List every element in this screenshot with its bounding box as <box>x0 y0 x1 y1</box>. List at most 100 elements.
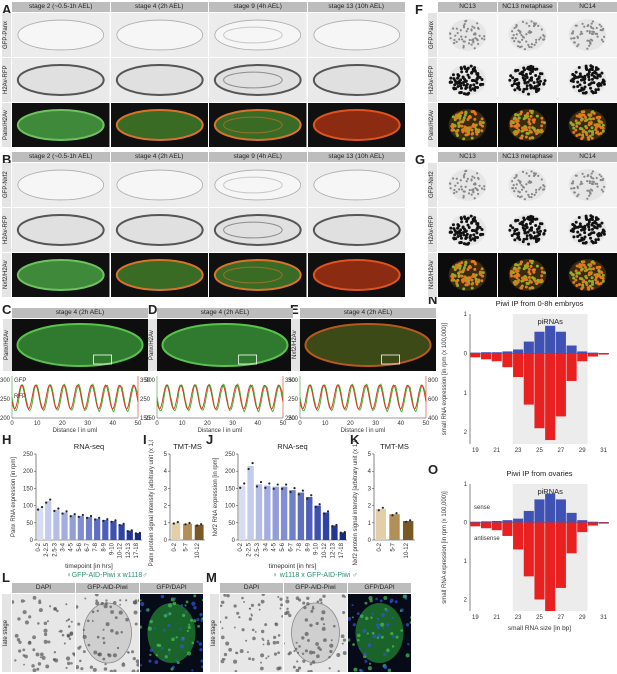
sense-bar <box>545 325 556 354</box>
replicate-point <box>65 510 68 513</box>
antisense-bar <box>534 353 545 429</box>
left-tick-label: 200 <box>0 416 11 422</box>
panel-b-row-label: Nxf2/H2Av <box>2 253 11 297</box>
x-tick-label: 20 <box>204 421 211 427</box>
y-tick-label: 0 <box>464 351 468 357</box>
x-tick-label: 40 <box>397 421 404 427</box>
chart-title: Piwi IP from 0-8h embryos <box>496 299 584 308</box>
panel-b-image <box>110 208 208 252</box>
panel-b-col-header: stage 4 (2h AEL) <box>110 152 208 162</box>
replicate-point <box>61 512 64 515</box>
x-tick-label: 21 <box>493 448 500 454</box>
antisense-bar <box>470 522 481 527</box>
antisense-legend: antisense <box>474 536 500 542</box>
bar <box>331 525 338 540</box>
y-tick-label: 1 <box>464 559 468 565</box>
panel-f-image <box>558 13 617 57</box>
chart-title: Piwi IP from ovaries <box>506 469 572 478</box>
x-tick-label: 3-4 <box>263 542 269 551</box>
panelM-col-header: GFP/DAPI <box>348 583 411 593</box>
replicate-point <box>281 487 284 490</box>
profE-image <box>300 319 436 371</box>
panel-a-col-header: stage 2 (~0.5-1h AEL) <box>12 2 110 12</box>
antisense-bar <box>566 522 577 554</box>
y-tick-label: 5 <box>164 452 168 458</box>
replicate-point <box>285 483 288 486</box>
sense-bar <box>545 493 556 523</box>
antisense-bar <box>545 353 556 441</box>
antisense-bar <box>566 353 577 381</box>
x-tick-label: 10-12 <box>322 542 328 558</box>
x-tick-label: 6-7 <box>85 542 91 551</box>
panel-b-row-label: H2Av-RFP <box>2 208 11 252</box>
replicate-point <box>343 531 346 534</box>
replicate-point <box>247 467 250 471</box>
replicate-point <box>77 515 80 518</box>
replicate-point <box>94 518 97 521</box>
replicate-point <box>110 520 113 523</box>
sense-bar <box>587 521 599 523</box>
panel-g-image <box>498 163 557 207</box>
panel-f-image <box>498 58 557 102</box>
antisense-bar <box>598 353 609 355</box>
replicate-point <box>53 509 56 513</box>
panel-a-image <box>110 58 208 102</box>
right-tick-label: 400 <box>428 416 439 422</box>
right-tick-label: 350 <box>285 378 296 384</box>
y-tick-label: 50 <box>26 521 33 527</box>
panel-h-rna-seq-chart: RNA-seq 0 50 100 150 200 250 0-2 2-2.5 2.5-3 3-4 4-… <box>11 442 142 570</box>
replicate-point <box>391 514 394 517</box>
antisense-bar <box>513 353 524 378</box>
panel-g-image <box>498 208 557 252</box>
x-tick-label: 2-2.5 <box>44 542 50 556</box>
panel-a-image <box>307 103 405 147</box>
panel-f-row-label: GFP-Panx <box>428 13 437 57</box>
antisense-bar <box>480 353 492 360</box>
panel-a-col-header: stage 4 (2h AEL) <box>110 2 208 12</box>
replicate-point <box>243 482 246 485</box>
y-tick-label: 4 <box>164 469 168 475</box>
x-tick-label: 12-13 <box>126 542 132 558</box>
panel-b-image <box>307 253 405 297</box>
x-axis-label: Distance [ in μm] <box>198 428 243 432</box>
bar <box>69 515 76 540</box>
panel-f-image <box>498 103 557 147</box>
panel-g-col-header: NC13 <box>438 152 497 162</box>
y-tick-label: 3 <box>368 486 372 492</box>
panel-a-image <box>12 103 110 147</box>
replicate-point <box>130 529 133 532</box>
sense-bar <box>513 349 524 354</box>
x-tick-label: 4-5 <box>69 542 75 551</box>
panelM-image <box>348 594 411 672</box>
replicate-point <box>306 497 309 500</box>
profD-profile-plot: 300 250 350 250 0 10 20 30 40 50 Distance [ in μm] <box>139 372 305 434</box>
profC-image <box>12 319 148 371</box>
panelM-image <box>220 594 283 672</box>
replicate-point <box>251 461 254 465</box>
y-tick-label: 250 <box>23 452 34 458</box>
x-tick-label: 10-12 <box>195 542 201 558</box>
panel-o-pirna-size-chart: Piwi IP from ovaries piRNAs 1 0 1 2 19 21 23 25 27… <box>442 469 609 632</box>
y-tick-label: 1 <box>164 521 168 527</box>
replicate-point <box>268 482 271 485</box>
panel-b-col-header: stage 9 (4h AEL) <box>209 152 307 162</box>
panel-b-col-header: stage 2 (~0.5-1h AEL) <box>12 152 110 162</box>
panel-a-image <box>209 103 307 147</box>
replicate-point <box>36 508 40 511</box>
panel-b-image <box>12 208 110 252</box>
panel-label-n: N <box>428 292 438 307</box>
x-tick-label: 25 <box>536 448 543 454</box>
panel-b-image <box>110 163 208 207</box>
panel-i-tmt-ms-chart: TMT-MS 0 1 2 3 4 5 0-2 5-7 10-12 Panx protein sign… <box>149 440 205 566</box>
replicate-point <box>196 524 199 527</box>
panel-a-row-label: GFP-Panx <box>2 13 11 57</box>
replicate-point <box>264 486 267 489</box>
antisense-bar <box>545 522 556 611</box>
replicate-point <box>81 513 84 517</box>
right-tick-label: 800 <box>428 378 439 384</box>
bar <box>322 512 330 540</box>
panel-b-image <box>209 208 307 252</box>
replicate-point <box>176 521 179 524</box>
x-tick-label: 10 <box>179 421 186 427</box>
x-tick-label: 30 <box>372 421 379 427</box>
